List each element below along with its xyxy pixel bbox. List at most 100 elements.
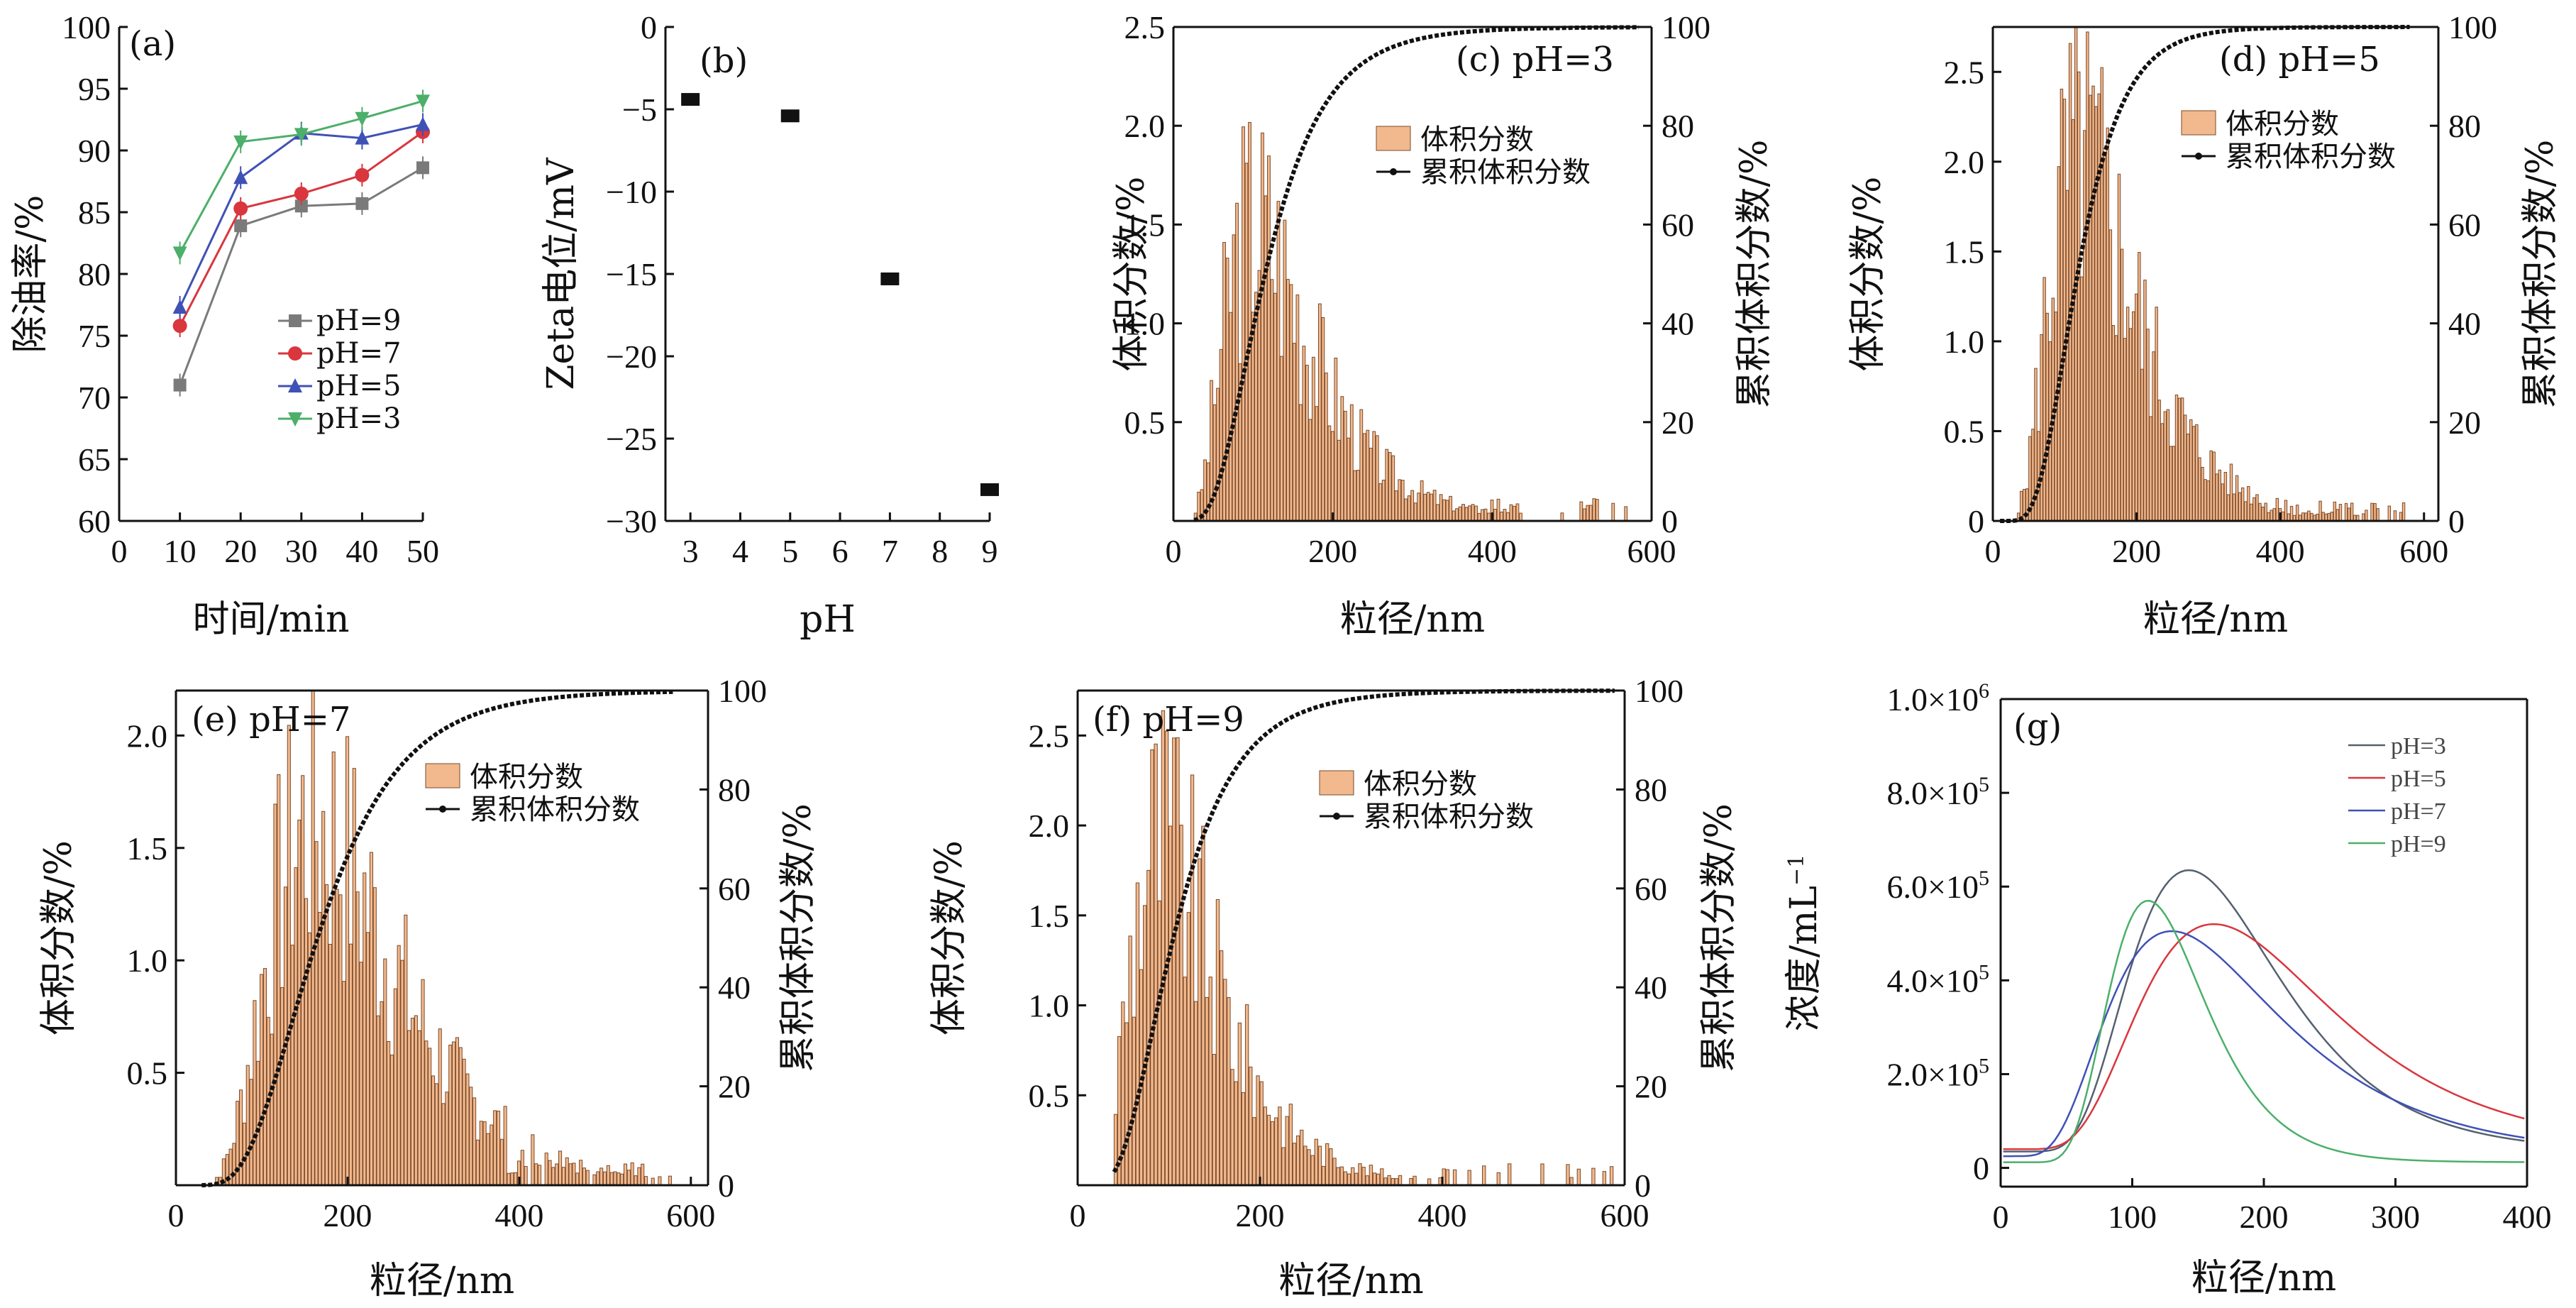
histogram-bar: [1385, 449, 1389, 522]
histogram-bar: [335, 889, 339, 1186]
legend-marker: [1390, 168, 1397, 175]
histogram-bar: [1340, 396, 1344, 522]
y-axis-title-exponent: −1: [1784, 854, 1809, 886]
y-tick-label: −15: [606, 256, 657, 292]
histogram-bar: [2117, 173, 2121, 522]
histogram-bar: [2045, 312, 2049, 522]
histogram-bar: [2244, 501, 2248, 522]
histogram-bar: [2097, 93, 2101, 522]
histogram-bar: [387, 1040, 391, 1186]
data-point: [294, 128, 309, 143]
histogram-bar: [1383, 1177, 1388, 1186]
histogram-bar: [1503, 509, 1507, 522]
histogram-bar: [445, 1092, 449, 1186]
histogram-bar: [2135, 293, 2138, 522]
x-tick-label: 400: [494, 1197, 543, 1233]
histogram-bar: [438, 1028, 442, 1186]
series-line: [2003, 930, 2525, 1158]
histogram-bar: [1496, 498, 1500, 522]
y2-tick-label: 0: [1635, 1167, 1651, 1204]
histogram-bar: [2387, 505, 2392, 522]
y2-tick-label: 0: [2448, 503, 2465, 539]
data-point: [780, 109, 800, 123]
histogram-bar: [2108, 229, 2113, 522]
y-tick-label: −5: [622, 92, 657, 128]
histogram-bar: [1407, 495, 1411, 522]
histogram-bar: [1113, 1114, 1118, 1186]
histogram-bar: [1270, 279, 1274, 522]
histogram-bar: [1336, 1167, 1340, 1186]
histogram-bar: [1252, 1117, 1256, 1186]
data-point: [233, 201, 248, 216]
histogram-bar: [1176, 737, 1180, 1186]
x-tick-label: 200: [323, 1197, 372, 1233]
data-point: [416, 161, 429, 175]
histogram-bar: [582, 1167, 586, 1186]
y-tick-exponent: 6: [1979, 679, 1989, 703]
y2-tick-label: 0: [718, 1167, 734, 1204]
histogram-bar: [1445, 500, 1449, 522]
histogram-bar: [1343, 410, 1347, 522]
histogram-bar: [1154, 743, 1158, 1186]
histogram-bar: [2106, 127, 2109, 522]
histogram-bar: [363, 872, 367, 1186]
histogram-bar: [2195, 424, 2199, 522]
histogram-bar: [475, 1139, 480, 1186]
histogram-bar: [2068, 43, 2072, 522]
histogram-bar: [428, 1048, 432, 1186]
histogram-bar: [462, 1058, 466, 1186]
histogram-bar: [1506, 512, 1510, 522]
y-tick-label: 6.0×105: [1887, 867, 1989, 905]
legend-label: pH=9: [316, 304, 401, 337]
histogram-bar: [544, 1153, 548, 1186]
histogram-bar: [1256, 1075, 1260, 1186]
histogram-bar: [2365, 510, 2368, 522]
histogram-bar: [524, 1165, 528, 1186]
histogram-bar: [2335, 509, 2340, 522]
histogram-bar: [1219, 348, 1223, 522]
data-point: [416, 94, 430, 109]
data-point: [234, 219, 248, 233]
histogram-bar: [1347, 1173, 1351, 1186]
histogram-bar: [1215, 898, 1220, 1186]
histogram-bar: [499, 1138, 504, 1186]
y-tick-label: 8.0×105: [1887, 773, 1989, 811]
histogram-bar: [1267, 155, 1271, 522]
histogram-bar: [1248, 122, 1251, 522]
histogram-bar: [1591, 1167, 1596, 1186]
histogram-bar: [2192, 426, 2196, 522]
y2-tick-label: 80: [1635, 771, 1667, 808]
histogram-bar: [2160, 423, 2164, 522]
histogram-bar: [496, 1111, 501, 1186]
y-tick-label: −30: [606, 503, 657, 539]
histogram-bar: [2060, 89, 2064, 522]
histogram-bar: [1343, 1171, 1348, 1186]
histogram-bar: [1295, 295, 1300, 522]
y2-tick-label: 40: [1635, 969, 1667, 1006]
data-point: [355, 167, 370, 182]
histogram-bar: [1193, 1001, 1198, 1186]
histogram-bar: [2347, 507, 2351, 522]
histogram-bar: [1496, 1172, 1500, 1186]
histogram-bar: [2031, 429, 2035, 522]
legend-swatch-volume: [425, 763, 460, 788]
histogram-bar: [1244, 1004, 1249, 1186]
y-tick-label: 75: [78, 318, 111, 354]
y-tick-label: 2.0: [1944, 144, 1985, 180]
y2-tick-label: 20: [718, 1069, 751, 1105]
histogram-bar: [331, 751, 336, 1186]
histogram-bar: [410, 1018, 415, 1186]
histogram-bar: [641, 1163, 645, 1186]
histogram-bar: [1400, 480, 1405, 522]
histogram-bar: [355, 891, 360, 1186]
histogram-bar: [2062, 99, 2067, 522]
histogram-bar: [1439, 494, 1443, 522]
histogram-bar: [1308, 419, 1312, 522]
series-line: [2003, 899, 2525, 1163]
histogram-bar: [1266, 1114, 1271, 1186]
histogram-bar: [2258, 502, 2262, 522]
histogram-bar: [2238, 492, 2242, 522]
histogram-bar: [2166, 409, 2170, 522]
x-tick-label: 7: [882, 533, 898, 569]
legend-marker: [2195, 153, 2202, 160]
